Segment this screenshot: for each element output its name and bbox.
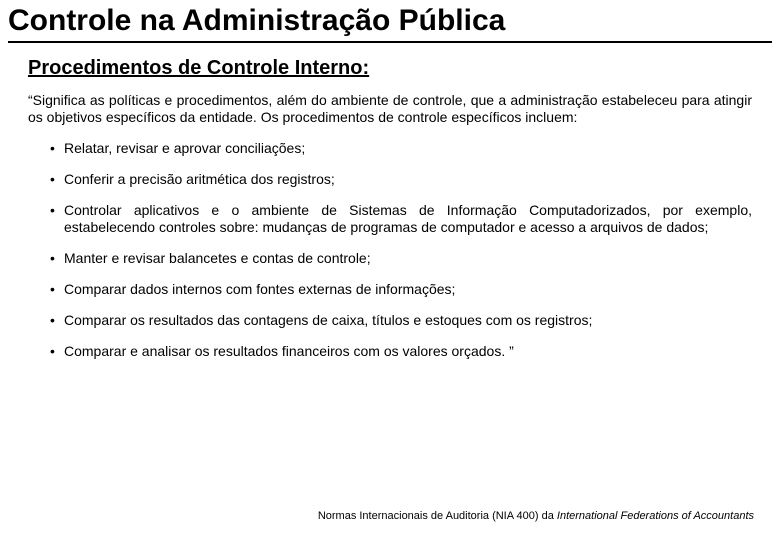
list-item: Controlar aplicativos e o ambiente de Si… <box>50 202 752 236</box>
list-item: Comparar dados internos com fontes exter… <box>50 281 752 298</box>
list-item: Comparar os resultados das contagens de … <box>50 312 752 329</box>
footnote-source: International Federations of Accountants <box>557 510 754 522</box>
list-item: Relatar, revisar e aprovar conciliações; <box>50 140 752 157</box>
title-block: Controle na Administração Pública <box>0 0 780 43</box>
footnote-prefix: Normas Internacionais de Auditoria (NIA … <box>318 510 557 522</box>
bullet-list: Relatar, revisar e aprovar conciliações;… <box>28 140 752 361</box>
intro-paragraph: “Significa as políticas e procedimentos,… <box>28 92 752 126</box>
list-item: Comparar e analisar os resultados financ… <box>50 343 752 360</box>
list-item: Conferir a precisão aritmética dos regis… <box>50 171 752 188</box>
list-item: Manter e revisar balancetes e contas de … <box>50 250 752 267</box>
content-area: Procedimentos de Controle Interno: “Sign… <box>0 43 780 361</box>
page-title: Controle na Administração Pública <box>8 4 772 39</box>
footnote: Normas Internacionais de Auditoria (NIA … <box>318 510 754 522</box>
subheading: Procedimentos de Controle Interno: <box>28 57 752 80</box>
